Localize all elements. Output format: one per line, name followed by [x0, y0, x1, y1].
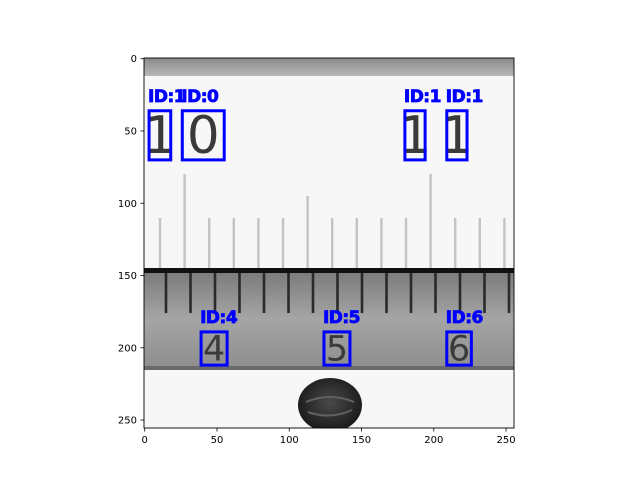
y-tick-label: 100 [118, 199, 137, 210]
detection-id-label: ID:1 [148, 87, 185, 107]
detection-id-label: ID:5 [323, 308, 360, 328]
x-tick-label: 50 [211, 435, 224, 446]
detection-box [403, 109, 427, 162]
tape-bottom-edge [144, 366, 514, 370]
tape-tick [213, 273, 217, 313]
detection-box [180, 109, 226, 162]
tape-tick [409, 273, 413, 313]
detection-box [199, 330, 229, 367]
detection-box [147, 109, 173, 162]
y-tick-label: 250 [118, 416, 137, 427]
tape-tick [189, 273, 192, 313]
ruler-tick [503, 218, 506, 270]
detection-id-label: ID:1 [404, 87, 441, 107]
tape-tick [164, 273, 168, 313]
upper-ruler-ticks [158, 174, 506, 270]
ruler-tick [454, 218, 457, 270]
y-axis: 0 50 100 150 200 250 [118, 54, 144, 427]
ruler-tick [404, 218, 408, 270]
x-tick-label: 100 [280, 435, 299, 446]
ruler-tick [232, 218, 235, 270]
ruler-tick [331, 218, 334, 270]
ruler-tick [281, 218, 285, 270]
ruler-tick [380, 218, 383, 270]
tape-tick [385, 273, 388, 313]
ruler-tick [208, 218, 211, 270]
ruler-tick [306, 196, 309, 270]
ruler-tick [183, 174, 186, 270]
round-object [298, 378, 362, 428]
y-tick-label: 200 [118, 343, 137, 354]
y-tick-label: 50 [124, 126, 137, 137]
tape-tick [262, 273, 266, 313]
detection-box [445, 109, 469, 162]
tape-tick [238, 273, 241, 313]
detection-box [445, 330, 473, 367]
scale-digit: 4 [203, 329, 225, 369]
detection-box [322, 330, 352, 367]
measuring-tape [144, 270, 514, 368]
ruler-tick [257, 218, 260, 270]
detection-id-label: ID:6 [446, 308, 483, 328]
x-axis: 0 50 100 150 200 250 [142, 428, 516, 446]
lower-tape-ticks [164, 273, 511, 313]
ruler-tick [158, 218, 162, 270]
x-tick-label: 250 [497, 435, 516, 446]
round-object-detail [305, 396, 355, 417]
y-tick-label: 0 [131, 54, 137, 65]
scale-digit: 6 [448, 329, 470, 369]
ruler-tick [355, 218, 358, 270]
x-tick-label: 150 [352, 435, 371, 446]
tape-tick [507, 273, 511, 313]
tape-tick [483, 273, 486, 313]
tape-edge-line [144, 268, 514, 273]
tape-tick [458, 273, 462, 313]
tape-tick [336, 273, 339, 313]
ruler-photo: 1 0 1 14 5 6 [144, 58, 514, 428]
tape-tick [360, 273, 364, 313]
ruler-tick [429, 174, 432, 270]
detection-id-label: ID:0 [181, 87, 219, 107]
detection-overlay: ID:1ID:0 ID:1 ID:1ID:4 ID:5 ID:6 [147, 86, 484, 367]
tape-tick [287, 273, 290, 313]
detection-id-label: ID:4 [200, 308, 238, 328]
x-tick-label: 200 [424, 435, 443, 446]
tape-tick [311, 273, 315, 313]
tape-tick [434, 273, 437, 313]
x-tick-label: 0 [142, 435, 148, 446]
y-tick-label: 150 [118, 271, 137, 282]
scale-digit: 5 [326, 329, 348, 369]
detection-id-label: ID:1 [446, 87, 483, 107]
ruler-tick [478, 218, 481, 270]
scale-digit: 0 [187, 106, 220, 166]
ruler-top-edge [144, 58, 514, 76]
axes-frame [143, 57, 515, 429]
